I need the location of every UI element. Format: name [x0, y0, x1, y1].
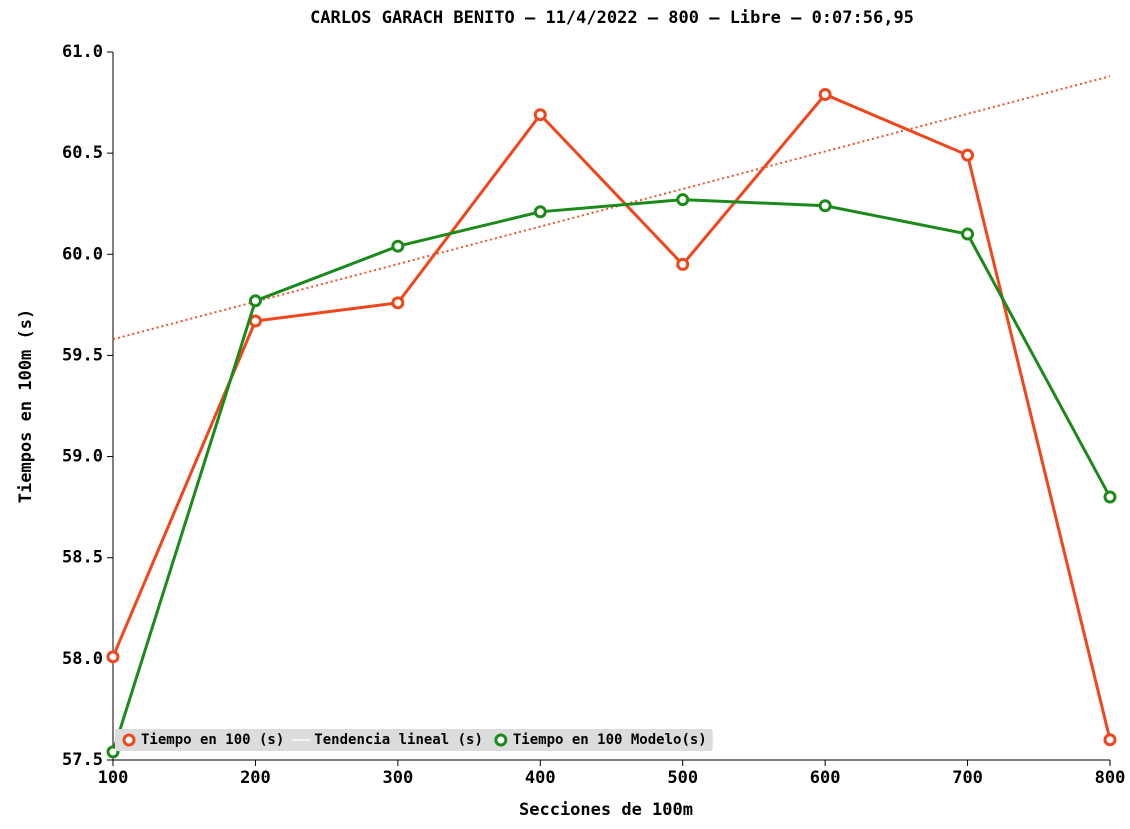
legend-label: Tiempo en 100 (s) [141, 732, 284, 748]
series-line [111, 92, 1112, 741]
x-tick-label: 100 [98, 768, 129, 788]
point [533, 108, 547, 122]
x-tick-label: 600 [810, 768, 841, 788]
legend-label: Tendencia lineal (s) [314, 732, 483, 748]
legend-label: Tiempo en 100 Modelo(s) [513, 732, 707, 748]
point [391, 296, 405, 310]
y-tick-label: 59.5 [62, 345, 103, 365]
point [391, 239, 405, 253]
y-axis-label: Tiempos en 100m (s) [16, 309, 36, 503]
point [1103, 490, 1117, 504]
x-tick-label: 400 [525, 768, 556, 788]
series-line [111, 198, 1112, 753]
y-tick-label: 57.5 [62, 750, 103, 770]
x-tick-label: 200 [240, 768, 271, 788]
point [248, 314, 262, 328]
point [676, 257, 690, 271]
x-axis-label: Secciones de 100m [519, 800, 693, 820]
trend-line [112, 75, 1111, 341]
y-tick-label: 58.5 [62, 548, 103, 568]
y-tick-label: 60.0 [62, 244, 103, 264]
y-tick-label: 61.0 [62, 42, 103, 62]
x-tick-label: 700 [952, 768, 983, 788]
point [533, 205, 547, 219]
y-tick-label: 59.0 [62, 447, 103, 467]
x-tick-label: 800 [1095, 768, 1126, 788]
point [676, 193, 690, 207]
point [1103, 733, 1117, 747]
point [961, 148, 975, 162]
x-tick-label: 500 [667, 768, 698, 788]
point [248, 294, 262, 308]
point [961, 227, 975, 241]
y-tick-label: 58.0 [62, 649, 103, 669]
y-tick-label: 60.5 [62, 143, 103, 163]
x-tick-label: 300 [382, 768, 413, 788]
legend-marker [122, 733, 136, 747]
legend-marker [494, 733, 508, 747]
point [106, 650, 120, 664]
legend: Tiempo en 100 (s) Tendencia lineal (s) Tie… [115, 729, 713, 751]
point [818, 199, 832, 213]
legend-background [115, 729, 713, 751]
point [818, 87, 832, 101]
chart-title: CARLOS GARACH BENITO – 11/4/2022 – 800 –… [310, 8, 914, 28]
